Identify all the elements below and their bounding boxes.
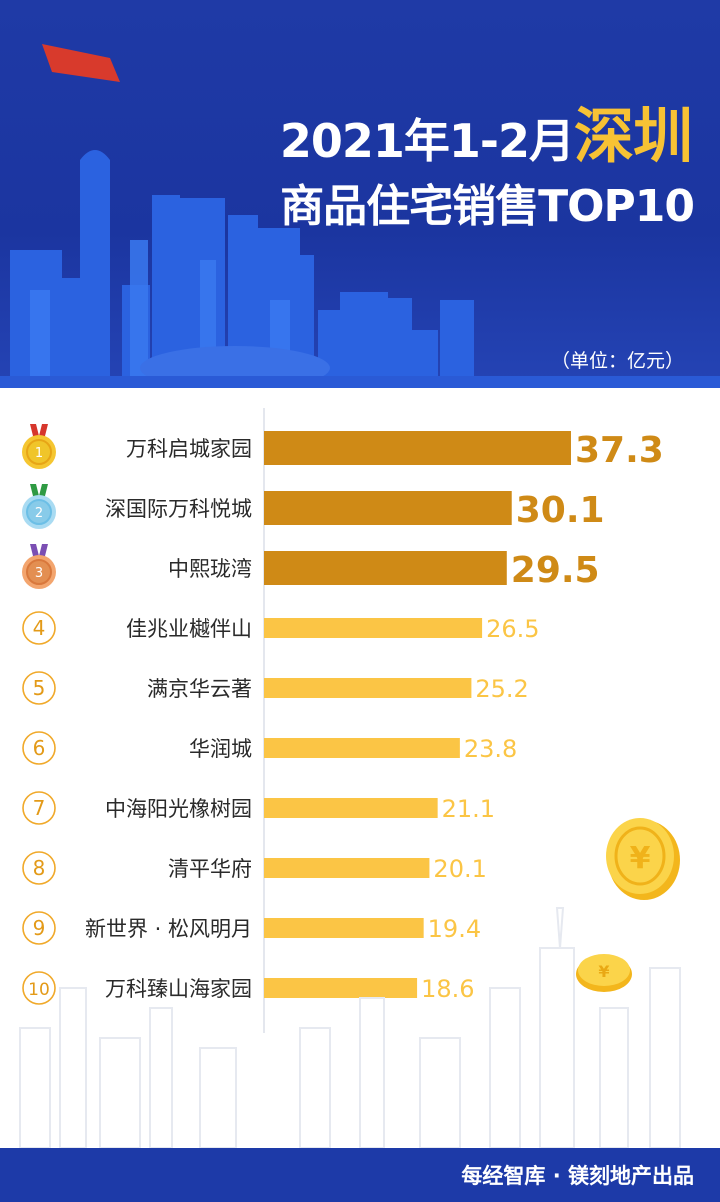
bars-layer: 37.3 万科启城家园 1 30.1 深国际万科悦城 2 29.5 中熙珑湾 3 26.5 佳兆业樾… [22, 408, 664, 1033]
svg-text:5: 5 [33, 676, 46, 700]
chart-title-line2: 商品住宅销售TOP10 [280, 181, 695, 232]
svg-text:¥: ¥ [630, 841, 651, 876]
bar [264, 798, 438, 818]
bronze-medal-icon: 3 [22, 544, 56, 589]
category-label: 深国际万科悦城 [105, 497, 252, 521]
gold-coin-icon: ¥ [606, 818, 680, 900]
unit-label: （单位：亿元） [550, 350, 684, 372]
svg-text:4: 4 [33, 616, 46, 640]
svg-text:9: 9 [33, 916, 46, 940]
title-city: 深圳 [574, 102, 693, 172]
svg-text:7: 7 [33, 796, 46, 820]
footer-credit: 每经智库 · 镁刻地产出品 [461, 1164, 694, 1188]
value-label: 25.2 [475, 675, 528, 703]
header-banner: 2021年1-2月深圳 商品住宅销售TOP10 （单位：亿元） [0, 0, 720, 388]
category-label: 万科启城家园 [126, 437, 252, 461]
rank-badge: 10 [22, 971, 56, 1005]
svg-text:1: 1 [35, 446, 43, 461]
value-label: 30.1 [516, 490, 605, 531]
category-label: 满京华云著 [147, 677, 252, 701]
rank-badge: 6 [22, 731, 56, 765]
value-label: 19.4 [428, 915, 481, 943]
bar [264, 738, 460, 758]
value-label: 21.1 [442, 795, 495, 823]
chart-title-line1: 2021年1-2月深圳 [279, 88, 693, 175]
bar [264, 618, 483, 638]
svg-text:3: 3 [35, 566, 43, 581]
svg-text:10: 10 [28, 980, 50, 1000]
background-cityscape: ¥ ¥ [19, 818, 681, 1148]
category-label: 佳兆业樾伴山 [126, 617, 252, 641]
bar [264, 431, 571, 465]
skyline-illustration [0, 44, 720, 388]
silver-medal-icon: 2 [22, 484, 56, 529]
bar [264, 918, 424, 938]
bar [264, 491, 512, 525]
category-label: 新世界 · 松风明月 [85, 917, 252, 941]
svg-text:6: 6 [33, 736, 46, 760]
bar [264, 858, 430, 878]
value-label: 23.8 [464, 735, 517, 763]
category-label: 清平华府 [168, 857, 252, 881]
category-label: 万科臻山海家园 [105, 977, 252, 1001]
footer-bar: 每经智库 · 镁刻地产出品 [0, 1148, 720, 1202]
rank-badge: 5 [22, 671, 56, 705]
category-label: 中海阳光橡树园 [105, 797, 252, 821]
value-label: 26.5 [486, 615, 539, 643]
bar [264, 551, 507, 585]
bar [264, 978, 418, 998]
bar-chart: ¥ ¥ 37.3 万科启城家园 1 30.1 深国际万科悦城 2 29.5 中熙珑湾 3 26.5… [0, 388, 720, 1148]
value-label: 20.1 [433, 855, 486, 883]
value-label: 29.5 [511, 550, 600, 591]
gold-coin-small-icon: ¥ [576, 954, 632, 992]
value-label: 37.3 [575, 430, 664, 471]
svg-text:¥: ¥ [598, 962, 609, 981]
bar [264, 678, 472, 698]
rank-badge: 4 [22, 611, 56, 645]
svg-text:2: 2 [35, 506, 43, 521]
rank-badge: 9 [22, 911, 56, 945]
rank-badge: 8 [22, 851, 56, 885]
category-label: 华润城 [189, 737, 252, 761]
category-label: 中熙珑湾 [168, 557, 252, 581]
rank-badge: 7 [22, 791, 56, 825]
value-label: 18.6 [421, 975, 474, 1003]
svg-text:8: 8 [33, 856, 46, 880]
gold-medal-icon: 1 [22, 424, 56, 469]
title-prefix: 2021年1-2月 [279, 114, 575, 168]
